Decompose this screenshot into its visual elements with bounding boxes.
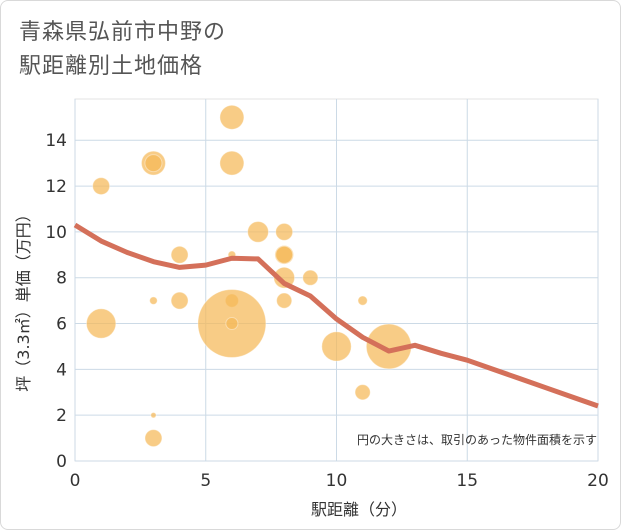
x-tick-label: 5 — [200, 471, 211, 491]
y-tick-label: 12 — [45, 177, 67, 197]
data-bubble — [149, 296, 158, 305]
y-tick-label: 0 — [56, 452, 67, 472]
data-bubble — [275, 245, 294, 264]
y-tick-label: 14 — [45, 131, 67, 151]
x-axis-label: 駅距離（分） — [311, 500, 407, 519]
x-tick-label: 10 — [326, 471, 348, 491]
y-tick-label: 4 — [56, 360, 67, 380]
grid-lines — [74, 98, 599, 462]
data-bubble — [275, 222, 294, 241]
data-bubble — [92, 177, 111, 196]
chart-title-line2: 駅距離別土地価格 — [19, 54, 204, 79]
x-tick-labels: 0 5 10 15 20 — [70, 471, 609, 491]
data-bubble — [302, 269, 319, 286]
data-bubble — [170, 245, 189, 264]
data-bubble — [85, 308, 117, 339]
data-bubble — [144, 154, 163, 173]
trend-layer — [73, 222, 599, 409]
data-bubble — [357, 295, 368, 306]
data-bubble — [219, 104, 245, 130]
data-bubble — [354, 384, 371, 401]
y-axis-label: 坪（3.3㎡）単価（万円） — [14, 206, 33, 391]
x-tick-label: 15 — [456, 471, 478, 491]
y-tick-label: 8 — [56, 269, 67, 289]
data-bubble — [219, 150, 245, 176]
y-tick-label: 6 — [56, 315, 67, 335]
data-bubble — [321, 331, 352, 362]
x-tick-label: 0 — [70, 471, 81, 491]
x-tick-label: 20 — [587, 471, 609, 491]
y-tick-label: 2 — [56, 406, 67, 426]
data-bubble — [276, 292, 293, 309]
y-tick-label: 10 — [45, 223, 67, 243]
y-tick-labels: 0 2 4 6 8 10 12 14 — [45, 131, 67, 472]
bubble-layer — [85, 104, 412, 448]
trend-line — [73, 222, 599, 409]
data-bubble — [170, 291, 189, 310]
chart-title-line1: 青森県弘前市中野の — [19, 20, 227, 45]
data-bubble — [273, 266, 296, 289]
data-bubble — [144, 429, 163, 448]
data-bubble — [150, 411, 157, 419]
data-bubble — [225, 317, 239, 331]
data-bubble — [247, 220, 269, 243]
bubble-size-note: 円の大きさは、取引のあった物件面積を示す — [357, 432, 597, 447]
